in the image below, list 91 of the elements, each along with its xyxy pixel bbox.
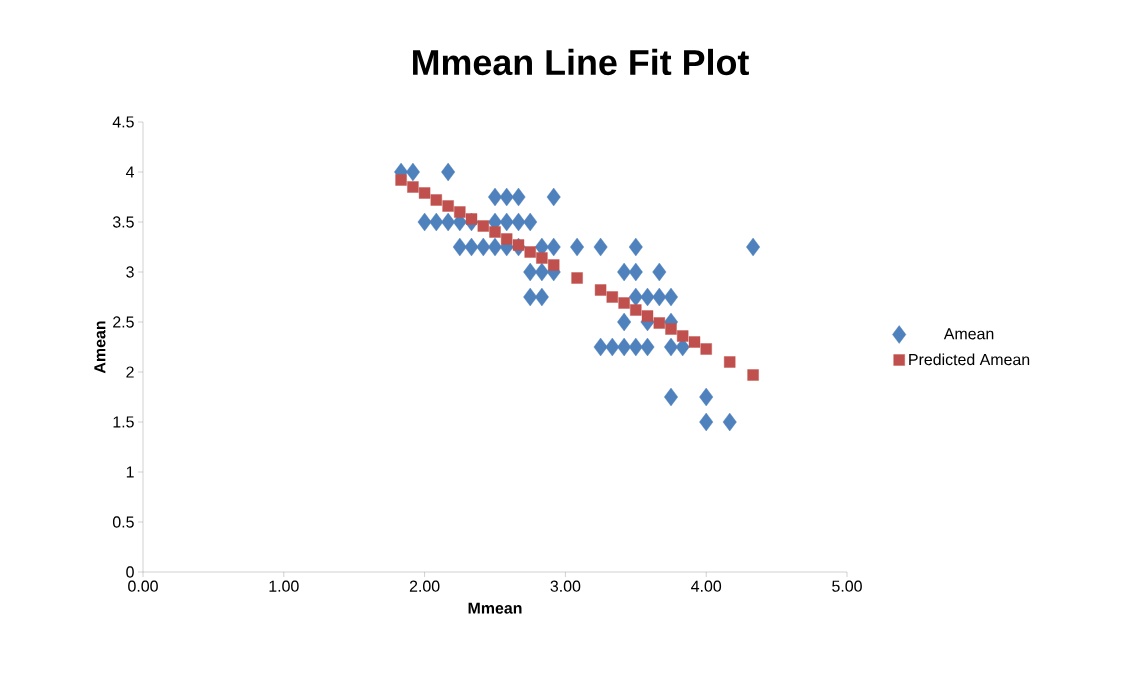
- y-tick-label: 2.5: [113, 316, 134, 328]
- point: [605, 337, 620, 357]
- point: [618, 297, 630, 309]
- point: [700, 343, 712, 355]
- point: [499, 187, 514, 207]
- point: [617, 262, 632, 282]
- point: [442, 200, 454, 212]
- point: [417, 212, 432, 232]
- x-tick-label: 4.00: [691, 580, 722, 592]
- point: [688, 336, 701, 348]
- point: [617, 312, 632, 332]
- legend-label: Predicted Amean: [909, 353, 1030, 366]
- y-tick-label: 3: [126, 266, 134, 278]
- point: [512, 239, 525, 251]
- point: [640, 337, 655, 357]
- y-tick-label: 0.5: [112, 516, 134, 528]
- point: [395, 174, 407, 186]
- point: [523, 262, 538, 282]
- y-tick-label: 4.5: [112, 116, 134, 128]
- point: [676, 330, 689, 342]
- point: [652, 287, 667, 307]
- chart-title: Mmean Line Fit Plot: [413, 48, 749, 76]
- point: [418, 187, 431, 199]
- point: [523, 212, 538, 232]
- point: [499, 212, 514, 232]
- point: [571, 272, 583, 284]
- y-tick-label: 4: [125, 166, 135, 178]
- point: [593, 337, 608, 357]
- point: [593, 237, 608, 257]
- point: [664, 287, 678, 307]
- point: [628, 237, 643, 257]
- y-tick-label: 1.5: [113, 416, 134, 428]
- point: [699, 412, 714, 432]
- point: [570, 237, 585, 257]
- point: [546, 237, 561, 257]
- point: [511, 187, 526, 207]
- point: [430, 194, 442, 206]
- point: [548, 259, 560, 271]
- point: [523, 287, 538, 307]
- point: [536, 252, 548, 264]
- y-tick-label: 0: [126, 566, 134, 578]
- point: [477, 220, 490, 232]
- point: [640, 287, 655, 307]
- point: [465, 213, 478, 225]
- x-tick-label: 0.00: [128, 580, 158, 592]
- point: [617, 337, 632, 357]
- y-tick-label: 3.5: [112, 216, 134, 228]
- point: [628, 262, 643, 282]
- point: [489, 226, 501, 238]
- point: [524, 246, 536, 258]
- point: [488, 237, 502, 257]
- point: [724, 356, 736, 368]
- point: [429, 212, 444, 232]
- point: [405, 162, 420, 182]
- point: [534, 262, 549, 282]
- x-axis-title: Mmean: [468, 602, 522, 614]
- point: [664, 387, 678, 407]
- point: [511, 212, 526, 232]
- point: [699, 387, 714, 407]
- point: [746, 237, 761, 257]
- point: [476, 237, 491, 257]
- y-tick-label: 2: [126, 366, 134, 378]
- x-tick-label: 1.00: [269, 580, 299, 592]
- x-tick-label: 3.00: [550, 580, 581, 592]
- y-tick-label: 1: [126, 466, 134, 478]
- point: [747, 369, 759, 381]
- point: [500, 233, 513, 245]
- point: [407, 181, 419, 193]
- point: [488, 187, 502, 207]
- point: [630, 304, 642, 316]
- point: [628, 337, 643, 357]
- legend-label: Amean: [943, 328, 994, 340]
- point: [452, 237, 467, 257]
- point: [546, 187, 561, 207]
- point: [534, 287, 549, 307]
- y-axis-title: Amean: [94, 321, 106, 374]
- point: [641, 310, 654, 322]
- point: [652, 262, 667, 282]
- x-tick-label: 5.00: [832, 580, 862, 592]
- point: [653, 317, 666, 329]
- point: [664, 337, 678, 357]
- point: [722, 412, 737, 432]
- point: [594, 284, 607, 296]
- x-tick-label: 2.00: [409, 580, 440, 592]
- point: [464, 237, 479, 257]
- point: [628, 287, 643, 307]
- point: [441, 212, 456, 232]
- point: [665, 323, 677, 335]
- point: [454, 206, 466, 218]
- point: [606, 291, 618, 303]
- point: [441, 162, 456, 182]
